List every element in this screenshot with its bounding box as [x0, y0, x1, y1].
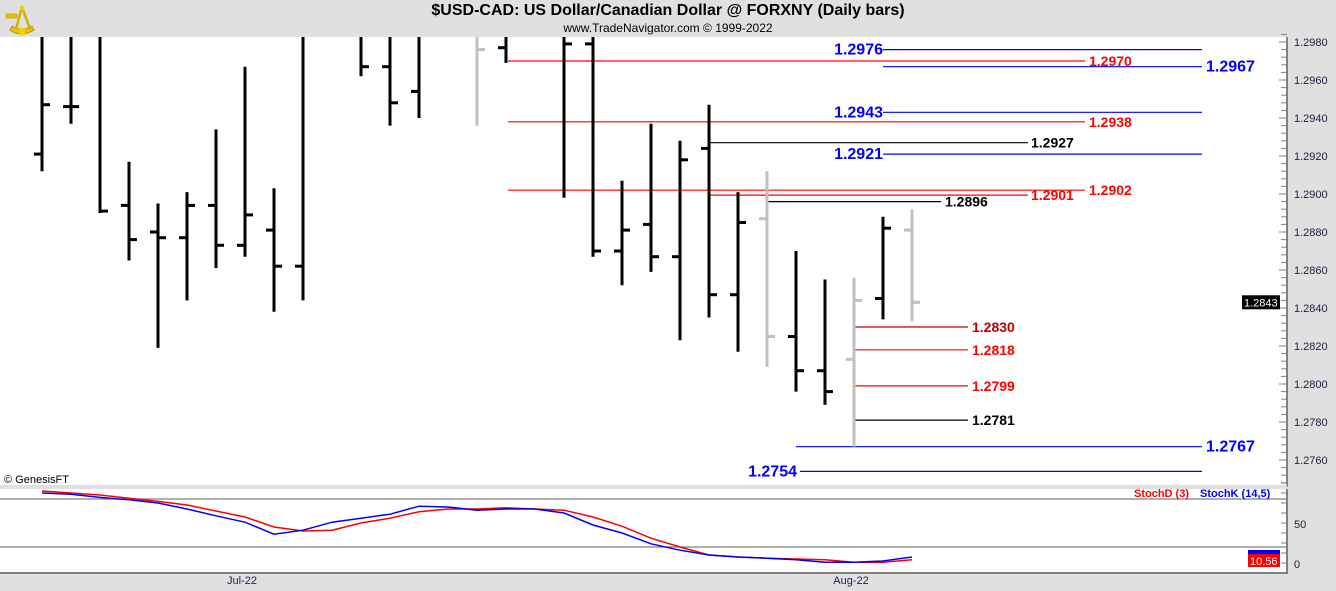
- level-labels: 1.2976 1.2970 1.2967 1.2943 1.2938 1.2927 1.29…: [748, 42, 1255, 481]
- price-tick-label: 1.2760: [1294, 455, 1328, 467]
- level-label-1.2901: 1.2901: [1031, 187, 1074, 203]
- level-label-1.2902: 1.2902: [1089, 182, 1132, 198]
- stochastic-panel: 50 0 10.56: [0, 482, 1306, 571]
- price-tick-label: 1.2960: [1294, 75, 1328, 87]
- ohlc-bar: [498, 37, 508, 63]
- ohlc-bar: [121, 161, 137, 261]
- level-label-1.2781: 1.2781: [972, 412, 1015, 428]
- sextant-logo-icon: [5, 5, 35, 35]
- ohlc-bar: [179, 192, 195, 301]
- price-bars: [34, 37, 920, 447]
- ohlc-bar: [98, 37, 108, 213]
- level-label-1.2927: 1.2927: [1031, 135, 1074, 151]
- level-label-1.2896: 1.2896: [945, 194, 988, 210]
- ohlc-bar: [614, 180, 630, 286]
- ohlc-bar: [382, 37, 398, 126]
- price-tick-label: 1.2800: [1294, 379, 1328, 391]
- legend-stoch-k: StochK (14,5): [1200, 488, 1271, 500]
- price-axis: 1.2760 1.2780 1.2800 1.2820 1.2840 1.2860 1.28…: [1242, 33, 1328, 484]
- ohlc-bar: [672, 140, 688, 341]
- level-lines: [508, 48, 1202, 472]
- ohlc-bar: [701, 104, 717, 318]
- ohlc-bar: [34, 37, 50, 172]
- ohlc-bar: [266, 188, 282, 312]
- ohlc-bar: [475, 37, 485, 126]
- price-tick-label: 1.2780: [1294, 417, 1328, 429]
- level-label-1.2976: 1.2976: [834, 42, 883, 59]
- last-price-label: 1.2843: [1244, 297, 1278, 309]
- ohlc-bar: [846, 277, 862, 447]
- price-tick-label: 1.2980: [1294, 37, 1328, 49]
- ohlc-bar: [295, 37, 305, 301]
- price-tick-label: 1.2900: [1294, 189, 1328, 201]
- ohlc-bar: [643, 123, 659, 272]
- price-tick-label: 1.2880: [1294, 227, 1328, 239]
- level-label-1.2970: 1.2970: [1089, 53, 1132, 69]
- copyright-label: © GenesisFT: [4, 474, 69, 486]
- price-plot-area: [0, 37, 1287, 485]
- level-label-1.2967: 1.2967: [1206, 59, 1255, 76]
- stoch-k-value-box: [1248, 550, 1280, 554]
- level-label-1.2921: 1.2921: [834, 146, 883, 163]
- ohlc-bar: [237, 66, 253, 257]
- stoch-d-value-box: [1248, 554, 1280, 567]
- time-axis-label: Jul-22: [227, 575, 257, 587]
- ohlc-bar: [63, 37, 79, 124]
- level-label-1.2754: 1.2754: [748, 463, 797, 480]
- chart-subtitle: www.TradeNavigator.com © 1999-2022: [563, 21, 773, 35]
- ohlc-bar: [817, 279, 833, 405]
- ohlc-bar: [730, 192, 746, 352]
- ohlc-bar: [208, 129, 224, 269]
- ohlc-bar: [150, 203, 166, 348]
- ohlc-bar: [562, 37, 572, 198]
- price-tick-label: 1.2820: [1294, 341, 1328, 353]
- stoch-tick-label: 0: [1294, 559, 1300, 571]
- stoch-tick-label: 50: [1294, 519, 1306, 531]
- last-price-box: [1242, 295, 1280, 310]
- ohlc-bar: [904, 209, 920, 322]
- level-label-1.2943: 1.2943: [834, 104, 883, 121]
- ohlc-bar: [875, 216, 891, 320]
- time-axis-label: Aug-22: [833, 575, 868, 587]
- ohlc-bar: [411, 37, 421, 118]
- stoch-plot-area: [0, 489, 1287, 573]
- level-label-1.2799: 1.2799: [972, 378, 1015, 394]
- ohlc-bar: [585, 37, 601, 257]
- legend-stoch-d: StochD (3): [1134, 488, 1189, 500]
- ohlc-bar: [759, 171, 775, 367]
- price-tick-label: 1.2940: [1294, 113, 1328, 125]
- level-label-1.2767: 1.2767: [1206, 439, 1255, 456]
- price-tick-label: 1.2840: [1294, 303, 1328, 315]
- time-axis: Jul-22 Aug-22: [227, 575, 869, 587]
- panel-separator: [0, 485, 1287, 489]
- chart-title: $USD-CAD: US Dollar/Canadian Dollar @ FO…: [431, 2, 905, 19]
- ohlc-bar: [788, 251, 804, 392]
- level-label-1.2818: 1.2818: [972, 342, 1015, 358]
- stoch-k-line: [41, 492, 913, 563]
- level-label-1.2938: 1.2938: [1089, 114, 1132, 130]
- stoch-d-value-label: 10.56: [1250, 556, 1278, 568]
- ohlc-bar: [359, 37, 369, 77]
- level-label-1.2830: 1.2830: [972, 319, 1015, 335]
- price-tick-label: 1.2860: [1294, 265, 1328, 277]
- price-tick-label: 1.2920: [1294, 151, 1328, 163]
